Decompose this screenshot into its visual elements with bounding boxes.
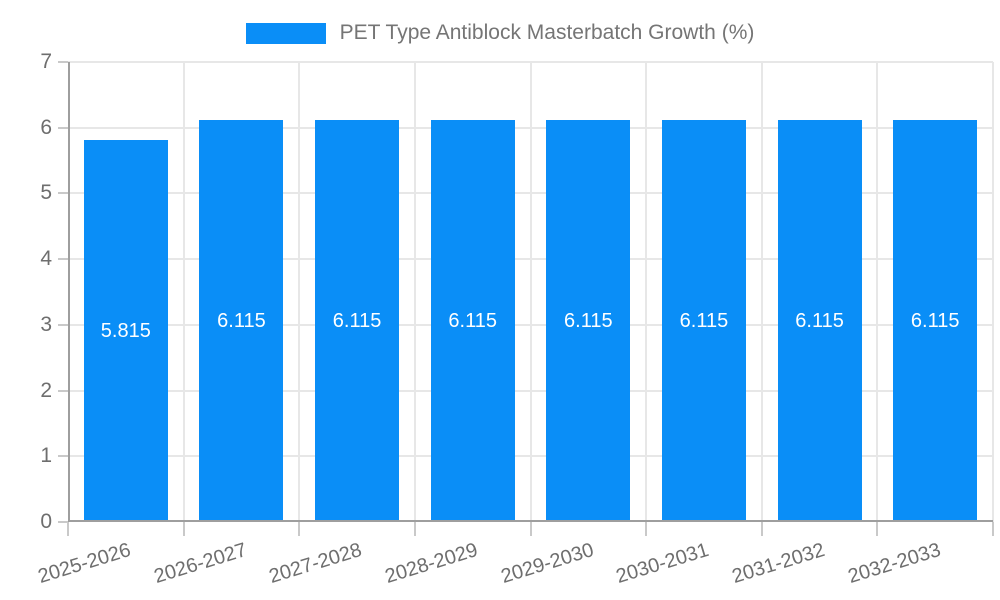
x-axis-tick-label: 2029-2030 <box>498 538 597 588</box>
x-axis-tick-label: 2025-2026 <box>35 538 134 588</box>
y-axis-tick-label: 5 <box>40 181 52 205</box>
bar-value-label: 6.115 <box>795 310 844 333</box>
bar-2028-2029: 6.115 <box>430 120 515 522</box>
bar-2025-2026: 5.815 <box>83 139 168 522</box>
x-tick-mark <box>876 522 879 536</box>
bar-value-label: 6.115 <box>564 310 613 333</box>
v-gridline <box>529 62 532 522</box>
bar-value-label: 6.115 <box>679 310 729 333</box>
chart-legend: PET Type Antiblock Masterbatch Growth (%… <box>0 20 1000 46</box>
bar-value-label: 5.815 <box>100 319 151 342</box>
x-axis-tick-label: 2026-2027 <box>151 538 250 588</box>
x-axis-tick-label: 2031-2032 <box>729 538 828 588</box>
legend-swatch <box>245 22 326 44</box>
x-tick-mark <box>529 522 532 536</box>
bar-value-label: 6.115 <box>448 310 497 333</box>
y-tick-mark <box>58 455 68 458</box>
v-gridline <box>298 62 301 522</box>
x-axis-tick-label: 2027-2028 <box>266 538 365 588</box>
y-axis-tick-label: 4 <box>40 247 52 271</box>
bar-2029-2030: 6.115 <box>546 120 631 522</box>
x-tick-mark <box>182 522 185 536</box>
bar-value-label: 6.115 <box>332 310 382 333</box>
y-tick-mark <box>58 258 68 261</box>
y-tick-mark <box>58 61 68 63</box>
bar-2031-2032: 6.115 <box>777 120 862 522</box>
x-tick-mark <box>298 522 301 536</box>
bar-2027-2028: 6.115 <box>315 120 400 522</box>
v-gridline <box>645 62 648 522</box>
x-axis-tick-label: 2028-2029 <box>382 538 481 588</box>
bar-2030-2031: 6.115 <box>661 120 746 522</box>
x-tick-mark <box>760 522 763 536</box>
bar-value-label: 6.115 <box>910 310 960 333</box>
x-axis-tick-label: 2030-2031 <box>613 538 712 588</box>
y-axis-tick-label: 2 <box>40 378 52 402</box>
y-axis-line <box>68 62 70 522</box>
x-tick-mark <box>645 522 648 536</box>
x-axis-tick-label: 2032-2033 <box>845 538 943 588</box>
y-axis-tick-label: 1 <box>40 444 52 468</box>
y-tick-mark <box>58 323 68 326</box>
y-tick-mark <box>58 389 68 392</box>
bar-value-label: 6.115 <box>217 310 266 333</box>
v-gridline <box>182 62 185 522</box>
v-gridline <box>760 62 763 522</box>
legend-label: PET Type Antiblock Masterbatch Growth (%… <box>339 21 755 44</box>
y-axis-tick-label: 3 <box>40 312 52 336</box>
x-tick-mark <box>67 522 69 536</box>
x-tick-mark <box>413 522 416 536</box>
y-tick-mark <box>58 126 68 129</box>
y-tick-mark <box>58 192 68 195</box>
v-gridline <box>413 62 416 522</box>
v-gridline <box>992 62 994 522</box>
y-axis-tick-label: 6 <box>40 115 52 139</box>
y-axis-tick-label: 0 <box>40 510 52 533</box>
x-axis-line <box>68 520 993 522</box>
y-axis-tick-label: 7 <box>40 50 52 73</box>
y-tick-mark <box>58 521 68 523</box>
v-gridline <box>876 62 879 522</box>
x-tick-mark <box>992 522 994 536</box>
plot-area: 5.815 6.115 6.115 6.115 6.115 6.115 6.115 6.115 <box>68 61 994 522</box>
bar-2032-2033: 6.115 <box>893 120 978 522</box>
bar-2026-2027: 6.115 <box>199 120 284 522</box>
